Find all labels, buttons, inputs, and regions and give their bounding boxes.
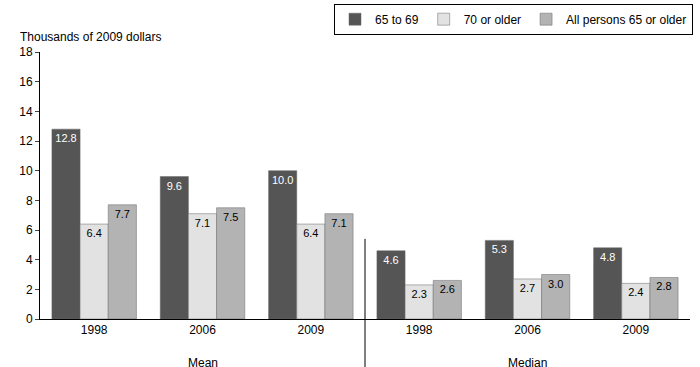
svg-text:2006: 2006 [514, 323, 541, 337]
svg-text:70 or older: 70 or older [464, 13, 521, 27]
svg-text:2.4: 2.4 [628, 286, 643, 298]
svg-text:7.7: 7.7 [115, 208, 130, 220]
svg-text:6.4: 6.4 [87, 227, 102, 239]
svg-text:16: 16 [19, 75, 33, 89]
svg-text:10.0: 10.0 [272, 174, 293, 186]
svg-text:9.6: 9.6 [167, 180, 182, 192]
svg-text:2.7: 2.7 [520, 282, 535, 294]
svg-text:7.1: 7.1 [195, 217, 210, 229]
svg-text:18: 18 [19, 45, 33, 59]
svg-text:Thousands of 2009 dollars: Thousands of 2009 dollars [20, 30, 161, 44]
svg-text:6.4: 6.4 [303, 227, 318, 239]
svg-text:4: 4 [26, 253, 33, 267]
svg-text:8: 8 [26, 194, 33, 208]
svg-text:4.8: 4.8 [600, 251, 615, 263]
svg-text:2.3: 2.3 [412, 288, 427, 300]
svg-text:12: 12 [19, 134, 33, 148]
svg-text:2.8: 2.8 [656, 280, 671, 292]
svg-text:7.5: 7.5 [223, 211, 238, 223]
svg-text:2006: 2006 [189, 323, 216, 337]
svg-text:2009: 2009 [297, 323, 324, 337]
svg-text:2.6: 2.6 [440, 283, 455, 295]
svg-text:6: 6 [26, 223, 33, 237]
svg-text:Mean: Mean [188, 356, 218, 367]
svg-text:10: 10 [19, 164, 33, 178]
svg-text:0: 0 [26, 312, 33, 326]
svg-text:2: 2 [26, 283, 33, 297]
svg-text:1998: 1998 [406, 323, 433, 337]
svg-text:All persons 65 or older: All persons 65 or older [566, 13, 686, 27]
svg-text:14: 14 [19, 105, 33, 119]
svg-text:2009: 2009 [622, 323, 649, 337]
svg-text:65 to 69: 65 to 69 [375, 13, 419, 27]
svg-text:12.8: 12.8 [55, 132, 76, 144]
svg-text:1998: 1998 [81, 323, 108, 337]
svg-text:7.1: 7.1 [331, 217, 346, 229]
svg-text:4.6: 4.6 [383, 254, 398, 266]
svg-text:3.0: 3.0 [548, 278, 563, 290]
svg-text:Median: Median [508, 356, 547, 367]
svg-text:5.3: 5.3 [492, 243, 507, 255]
